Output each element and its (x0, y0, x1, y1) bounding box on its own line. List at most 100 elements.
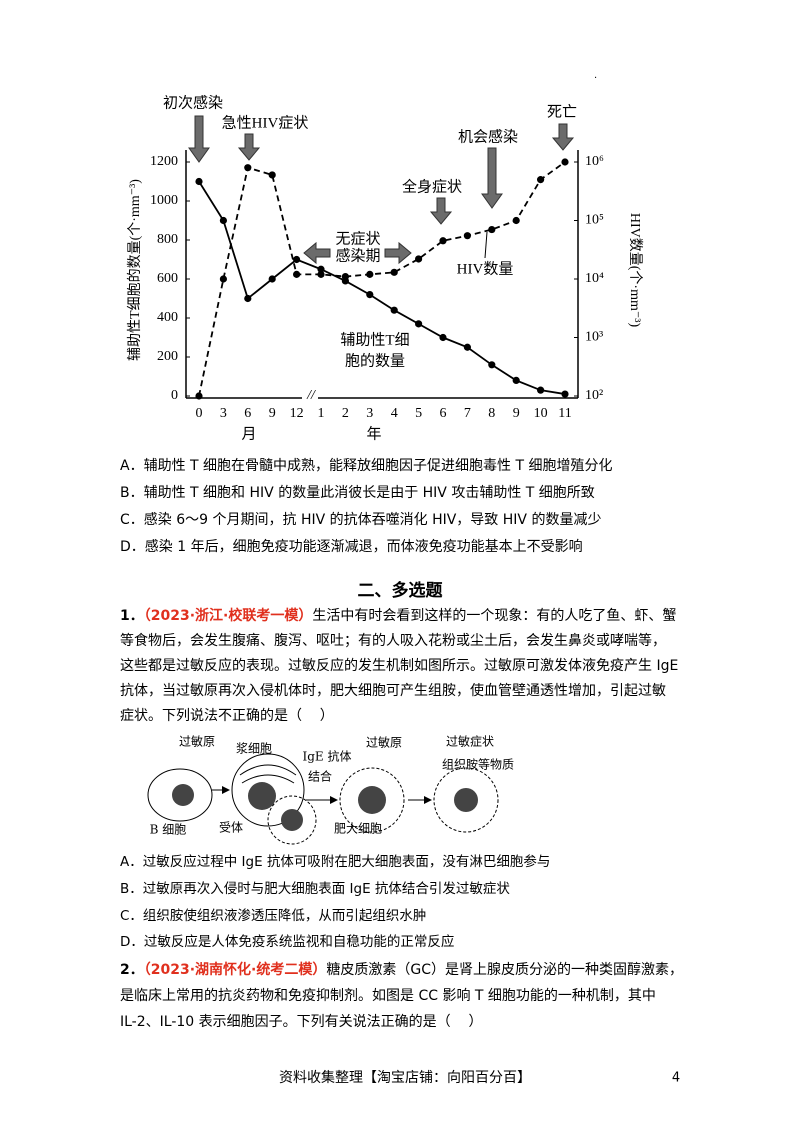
data-point (561, 158, 569, 166)
y-tick-label: 400 (157, 310, 178, 325)
nucleus (248, 782, 276, 810)
figure-label: 过敏症状 (446, 734, 494, 749)
nucleus (281, 809, 303, 831)
x-tick-label: 5 (415, 406, 422, 421)
nucleus (172, 784, 194, 806)
figure-label: 组织胺等物质 (442, 758, 514, 772)
chart: 0 200 400 600 800 1000 1200 10² 10³ 10⁴ 10⁵ 10⁶ 0 3 6 9… (127, 94, 643, 442)
question-text: 是临床上常用的抗炎药物和免疫抑制剂。如图是 CC 影响 T 细胞功能的一种机制，… (120, 988, 656, 1004)
x-tick-label: 11 (558, 406, 571, 421)
data-point (268, 171, 276, 179)
option: D．过敏反应是人体免疫系统监视和自稳功能的正常反应 (120, 933, 454, 950)
x-tick-label: 4 (391, 406, 398, 421)
y2-axis-title: HIV数量(个·mm⁻³) (627, 213, 643, 328)
arrow (188, 115, 210, 163)
y-tick-label: 0 (171, 388, 178, 403)
data-point (317, 265, 325, 273)
data-point (390, 268, 398, 276)
x-tick-label: 7 (464, 406, 471, 421)
option: B．过敏原再次入侵时与肥大细胞表面 IgE 抗体结合引发过敏症状 (120, 880, 510, 897)
x-tick-label: 9 (513, 406, 520, 421)
axis-break: // (306, 388, 316, 403)
annotation: 感染期 (335, 247, 380, 264)
y-tick-label: 600 (157, 271, 178, 286)
question-source: （2023·浙江·校联考一模） (144, 607, 313, 624)
data-point (244, 164, 252, 172)
x-tick-label: 1 (318, 406, 325, 421)
question-line: 是临床上常用的抗炎药物和免疫抑制剂。如图是 CC 影响 T 细胞功能的一种机制，… (120, 988, 656, 1004)
data-point (268, 275, 276, 283)
question-source: （2023·湖南怀化·统考二模） (144, 961, 327, 978)
data-point (219, 216, 227, 225)
data-point (219, 275, 227, 283)
question-line: 抗体，当过敏原再次入侵机体时，肥大细胞可产生组胺，使血管壁通透性增加，引起过敏 (120, 682, 666, 699)
mast-cell (433, 767, 499, 833)
x-tick-label: 3 (220, 406, 227, 421)
mast-cell (267, 795, 317, 845)
question-text: 症状。下列说法不正确的是（ ） (120, 708, 334, 724)
data-point (512, 216, 520, 225)
figure-label: 过敏原 (366, 735, 402, 750)
mast-cell (339, 767, 405, 833)
x-tick-label: 10 (534, 406, 548, 421)
data-point (561, 390, 569, 398)
data-point (390, 306, 398, 314)
series-line (198, 181, 566, 395)
data-point (463, 343, 471, 351)
question-number: 2． (120, 962, 144, 978)
y2-tick-label: 10³ (585, 330, 603, 345)
y2-tick-label: 10⁶ (585, 154, 604, 169)
b-cell (147, 768, 213, 822)
data-point (415, 320, 423, 328)
x-tick-label: 6 (244, 406, 251, 421)
leader-line (484, 231, 488, 259)
question-text: 生活中有时会看到这样的一个现象：有的人吃了鱼、虾、蟹 (312, 607, 676, 624)
data-point (317, 270, 325, 278)
annotation: 辅助性T细 (340, 331, 409, 348)
question-line: 2．（2023·湖南怀化·统考二模）糖皮质激素（GC）是肾上腺皮质分泌的一种类固… (120, 961, 683, 978)
data-point (415, 255, 423, 263)
question-line: IL-2、IL-10 表示细胞因子。下列有关说法正确的是（ ） (120, 1014, 482, 1030)
x-tick-label: 6 (440, 406, 447, 421)
question-line: 1．（2023·浙江·校联考一模）生活中有时会看到这样的一个现象：有的人吃了鱼、… (120, 607, 676, 624)
annotation: HIV数量 (457, 260, 514, 277)
annotation: 机会感染 (458, 128, 518, 145)
arrow (429, 197, 453, 225)
option: A．辅助性 T 细胞在骨髓中成熟，能释放细胞因子促进细胞毒性 T 细胞增殖分化 (120, 457, 612, 474)
x-unit-label: 年 (366, 425, 381, 442)
arrow (481, 147, 503, 209)
arrow (237, 133, 261, 161)
option: D．感染 1 年后，细胞免疫功能逐渐减退，而体液免疫功能基本上不受影响 (120, 538, 583, 555)
y-tick-label: 1200 (150, 154, 178, 169)
data-point (366, 291, 374, 299)
data-point (463, 232, 471, 240)
data-point (293, 255, 301, 264)
section-title: 二、多选题 (358, 580, 444, 601)
arrow (551, 123, 575, 151)
annotation: 全身症状 (402, 177, 462, 195)
y-axis-title: 辅助性T细胞的数量(个·mm⁻³) (127, 179, 143, 361)
x-tick-label: 8 (488, 406, 495, 421)
question-text: 这些都是过敏反应的表现。过敏反应的发生机制如图所示。过敏原可激发体液免疫产生 I… (120, 657, 678, 674)
data-point (439, 333, 447, 342)
figure-label: 肥大细胞 (334, 822, 382, 836)
data-point (366, 270, 374, 278)
x-tick-label: 3 (366, 406, 373, 421)
x-unit-label: 月 (241, 426, 256, 442)
page-number: 4 (672, 1071, 680, 1086)
y-tick-label: 200 (157, 349, 178, 364)
nucleus (454, 788, 478, 812)
data-point (488, 361, 496, 369)
annotation: 初次感染 (163, 94, 223, 111)
y2-tick-label: 10² (585, 388, 603, 403)
plasma-cell (231, 753, 305, 827)
data-point (195, 177, 203, 186)
nucleus (358, 786, 386, 814)
data-point (439, 237, 447, 245)
figure-label: B 细胞 (150, 823, 187, 837)
option: C．感染 6～9 个月期间，抗 HIV 的抗体吞噬消化 HIV，导致 HIV 的… (120, 511, 601, 528)
annotation: 死亡 (547, 103, 577, 120)
question-text: 抗体，当过敏原再次入侵机体时，肥大细胞可产生组胺，使血管壁通透性增加，引起过敏 (120, 682, 666, 699)
